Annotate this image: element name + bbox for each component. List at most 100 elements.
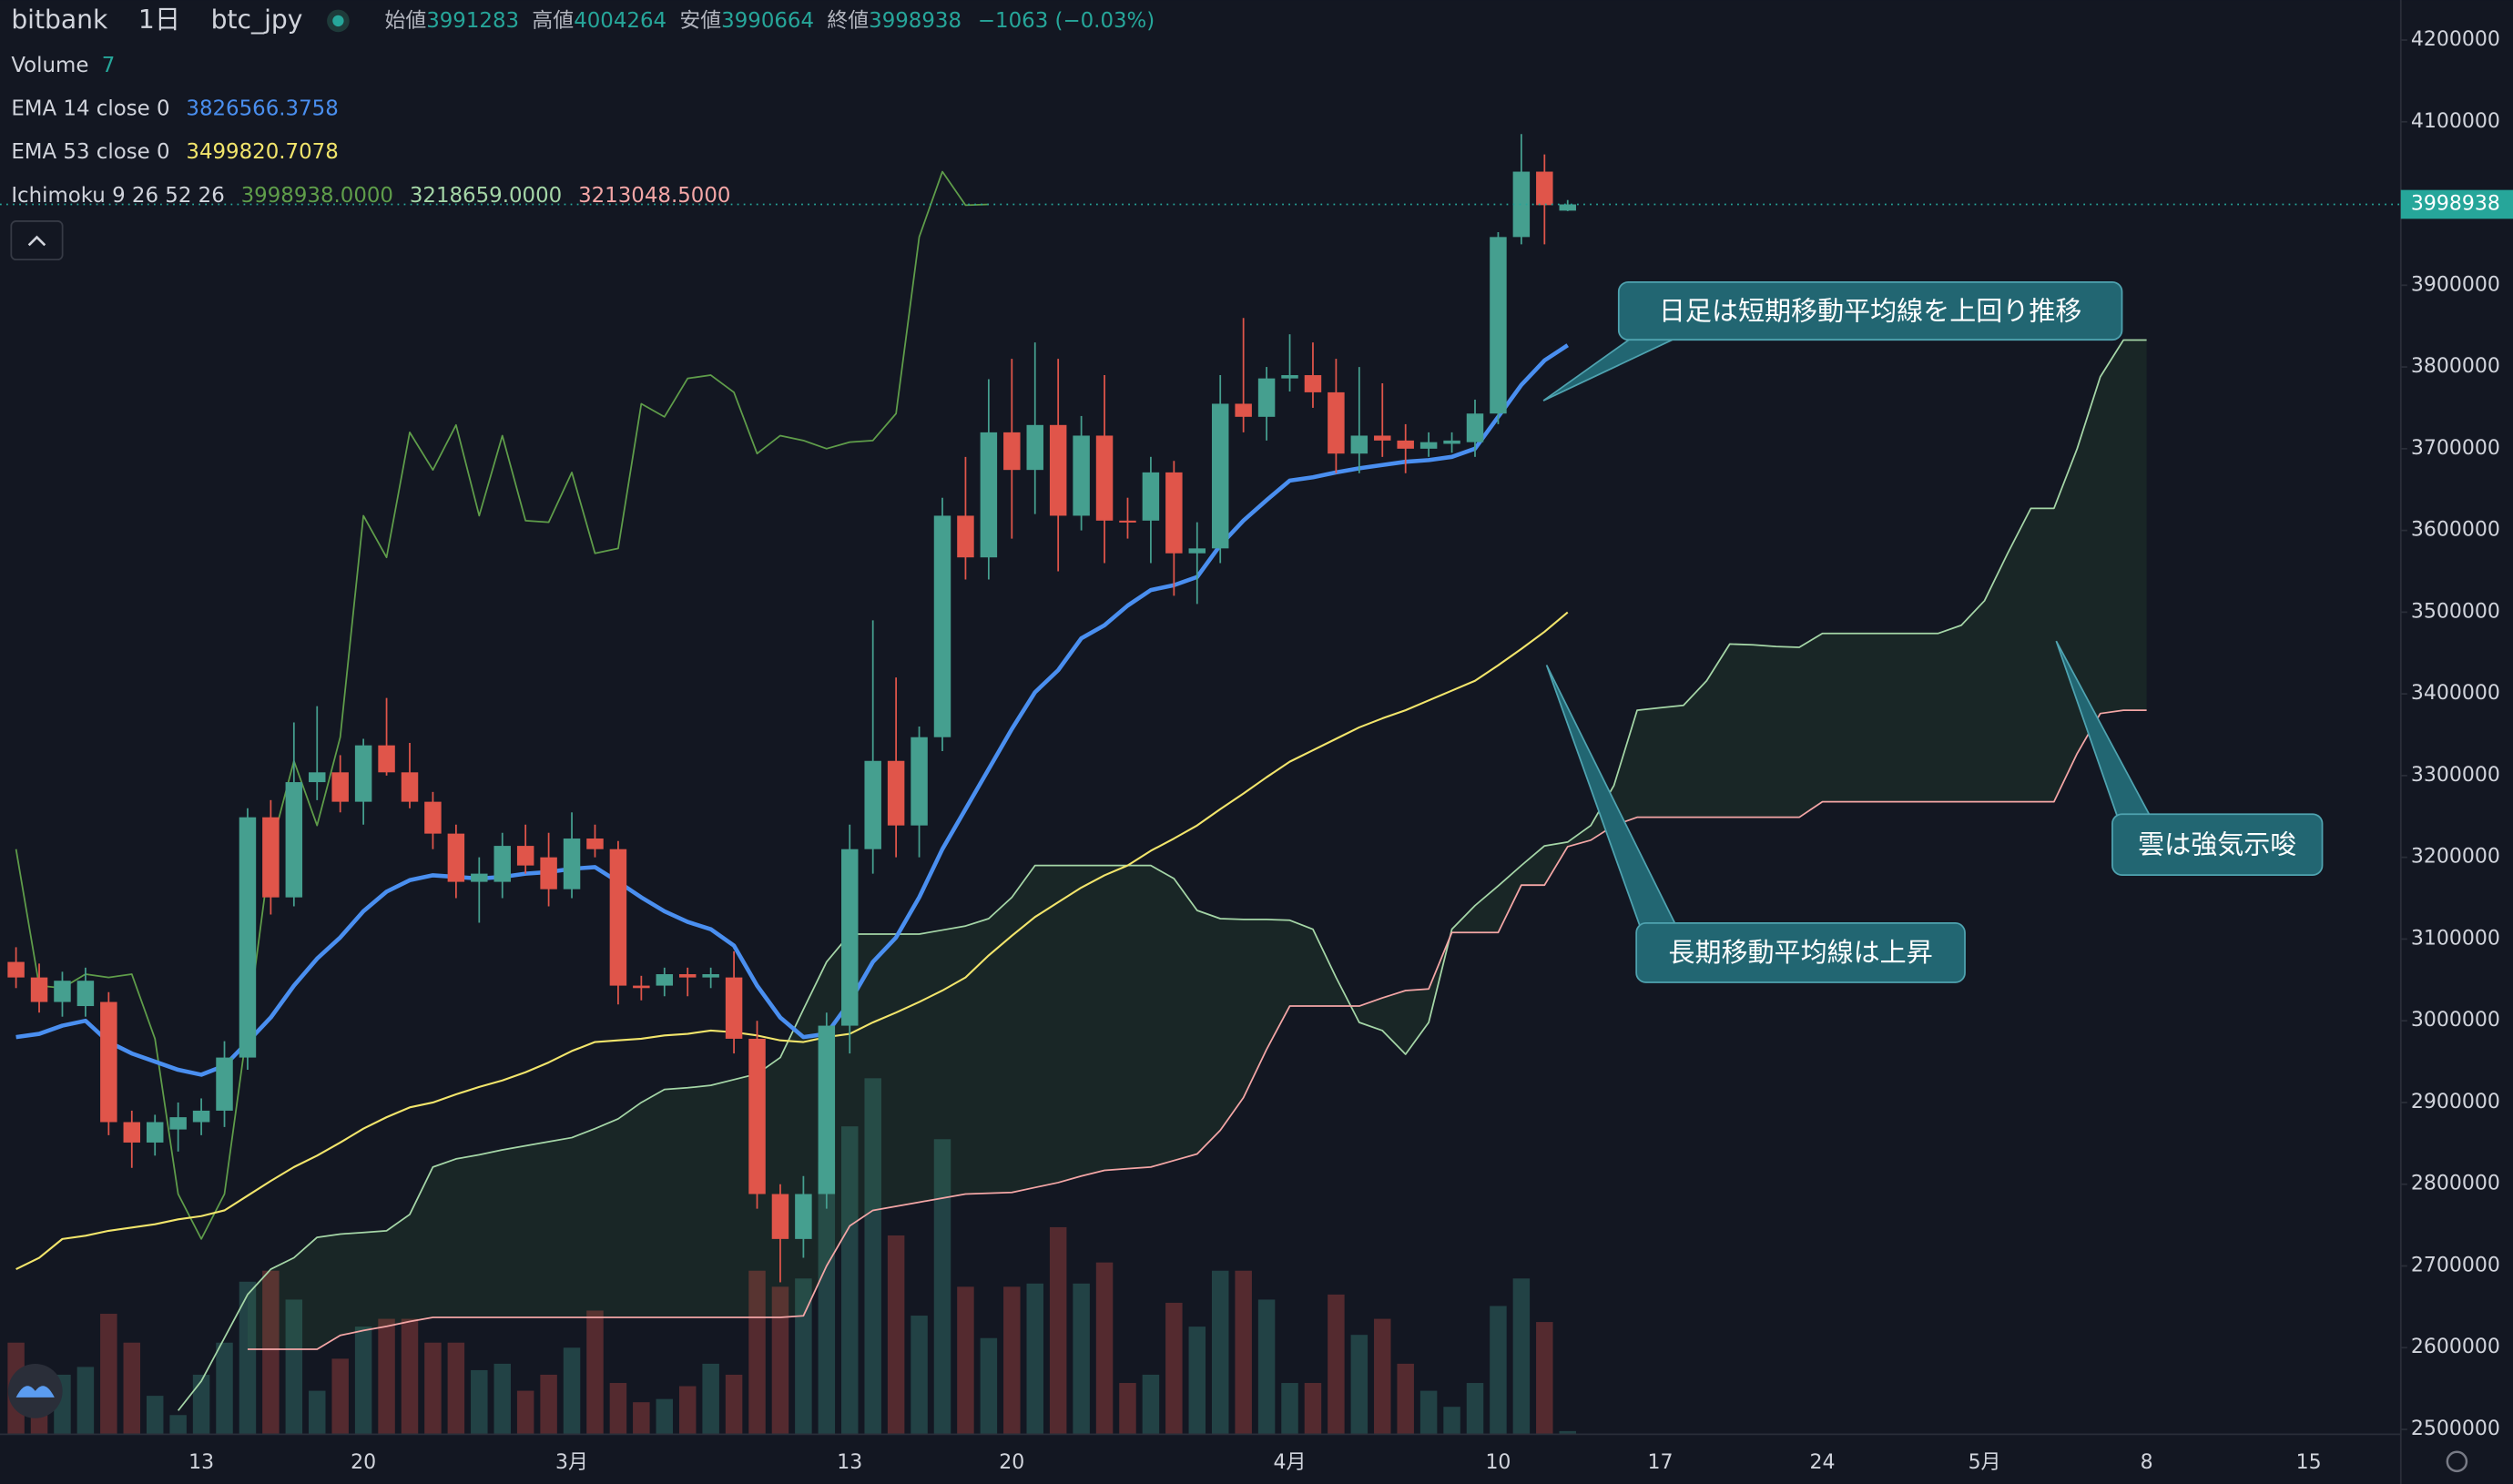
candle-body bbox=[633, 985, 650, 989]
volume-bar bbox=[1095, 1262, 1114, 1435]
volume-bar bbox=[146, 1396, 164, 1435]
annotation-box bbox=[1617, 280, 2123, 341]
volume-bar bbox=[1374, 1318, 1391, 1435]
volume-legend: Volume 7 bbox=[11, 54, 115, 77]
collapse-button-box[interactable] bbox=[10, 220, 64, 261]
candle-body bbox=[725, 977, 743, 1039]
candle-body bbox=[493, 846, 511, 882]
candle-body bbox=[123, 1122, 141, 1143]
ichimoku-line bbox=[247, 709, 2147, 1350]
volume-bar bbox=[1003, 1286, 1021, 1435]
y-tick-label: 3100000 bbox=[2411, 927, 2500, 950]
x-tick-label: 20 bbox=[999, 1451, 1024, 1474]
y-tick-label: 2800000 bbox=[2411, 1173, 2500, 1195]
volume-bar bbox=[656, 1398, 674, 1435]
volume-bar bbox=[493, 1363, 511, 1435]
y-tick-label: 4100000 bbox=[2411, 110, 2500, 133]
candle-body bbox=[1559, 204, 1576, 211]
volume-bar bbox=[1281, 1383, 1298, 1435]
x-tick-label: 3月 bbox=[555, 1451, 588, 1474]
volume-bar bbox=[76, 1367, 95, 1435]
collapse-button[interactable] bbox=[10, 220, 64, 261]
annotation-box bbox=[2111, 813, 2324, 876]
candle-body bbox=[586, 839, 604, 849]
candle-body bbox=[516, 846, 534, 866]
candle-body bbox=[447, 833, 465, 882]
candle-body bbox=[1165, 472, 1183, 554]
volume-bar bbox=[1235, 1270, 1252, 1435]
annotation: 長期移動平均線は上昇 bbox=[1545, 665, 1966, 983]
volume-bar bbox=[216, 1342, 233, 1435]
volume-bar bbox=[123, 1342, 141, 1435]
close-value: 3998938 bbox=[869, 8, 961, 32]
candle-body bbox=[1350, 435, 1368, 454]
candle-body bbox=[401, 772, 419, 802]
annotation-text: 雲は強気示唆 bbox=[2138, 828, 2296, 859]
candle-body bbox=[957, 515, 974, 558]
x-tick-label: 8 bbox=[2141, 1451, 2153, 1474]
volume-bar bbox=[633, 1402, 650, 1435]
candle-body bbox=[239, 817, 257, 1058]
volume-bar bbox=[378, 1318, 395, 1435]
volume-bar bbox=[864, 1078, 881, 1435]
volume-bar bbox=[678, 1386, 697, 1435]
ichimoku-line bbox=[177, 339, 2147, 1411]
volume-bar bbox=[1328, 1294, 1345, 1435]
candle-body bbox=[1304, 375, 1322, 392]
candle-body bbox=[1119, 520, 1136, 523]
ema53-legend: EMA 53 close 0 3499820.7078 bbox=[11, 140, 338, 164]
volume-bar bbox=[702, 1363, 719, 1435]
candle-body bbox=[1211, 403, 1229, 549]
high-value: 4004264 bbox=[574, 8, 666, 32]
collapse-icon[interactable] bbox=[27, 235, 46, 247]
candle-body bbox=[1095, 435, 1114, 521]
x-tick-label: 17 bbox=[1647, 1451, 1673, 1474]
volume-bar bbox=[540, 1374, 557, 1435]
x-tick-label: 13 bbox=[188, 1451, 214, 1474]
y-tick-label: 3700000 bbox=[2411, 437, 2500, 460]
x-tick-label: 15 bbox=[2296, 1451, 2322, 1474]
x-tick-label: 20 bbox=[351, 1451, 376, 1474]
candle-body bbox=[1374, 435, 1391, 441]
settings-icon[interactable] bbox=[2446, 1450, 2468, 1473]
volume-bar bbox=[1512, 1278, 1531, 1435]
candle-body bbox=[887, 760, 905, 826]
annotation-box bbox=[1635, 922, 1966, 983]
volume-bar bbox=[1026, 1283, 1043, 1435]
ichimoku-legend: Ichimoku 9 26 52 26 3998938.0000 3218659… bbox=[11, 183, 730, 207]
volume-bar bbox=[911, 1316, 928, 1435]
volume-bar bbox=[586, 1310, 604, 1435]
y-tick-label: 2600000 bbox=[2411, 1336, 2500, 1358]
volume-bar bbox=[309, 1390, 326, 1435]
y-tick-label: 3800000 bbox=[2411, 355, 2500, 378]
header: bitbank 1日 btc_jpy bbox=[11, 5, 302, 35]
x-tick-label: 4月 bbox=[1274, 1451, 1307, 1474]
ema-line bbox=[15, 343, 1569, 1077]
candle-body bbox=[1049, 424, 1067, 516]
candle-body bbox=[1026, 424, 1043, 471]
ichimoku-name: Ichimoku 9 26 52 26 bbox=[11, 183, 224, 207]
settings-gear[interactable] bbox=[2446, 1450, 2468, 1473]
candle-body bbox=[563, 839, 581, 889]
ema14-legend: EMA 14 close 0 3826566.3758 bbox=[11, 97, 338, 120]
candle-body bbox=[818, 1025, 836, 1194]
y-tick-label: 3000000 bbox=[2411, 1009, 2500, 1032]
logo[interactable] bbox=[7, 1363, 63, 1418]
exchange: bitbank bbox=[11, 5, 108, 35]
volume-bar bbox=[169, 1415, 187, 1435]
low-value: 3990664 bbox=[721, 8, 814, 32]
candle-body bbox=[841, 849, 859, 1026]
volume-bar bbox=[609, 1383, 627, 1435]
volume-bar bbox=[447, 1342, 465, 1435]
annotation: 日足は短期移動平均線を上回り推移 bbox=[1542, 280, 2123, 401]
volume-bar bbox=[748, 1270, 766, 1435]
volume-bar bbox=[192, 1374, 210, 1435]
candle-body bbox=[1490, 237, 1507, 414]
candle-body bbox=[1003, 432, 1021, 471]
annotation: 雲は強気示唆 bbox=[2055, 640, 2324, 876]
candle-body bbox=[216, 1057, 233, 1111]
ema53-name: EMA 53 close 0 bbox=[11, 140, 169, 164]
logo-mark[interactable] bbox=[15, 1386, 55, 1398]
candle-body bbox=[980, 432, 998, 558]
